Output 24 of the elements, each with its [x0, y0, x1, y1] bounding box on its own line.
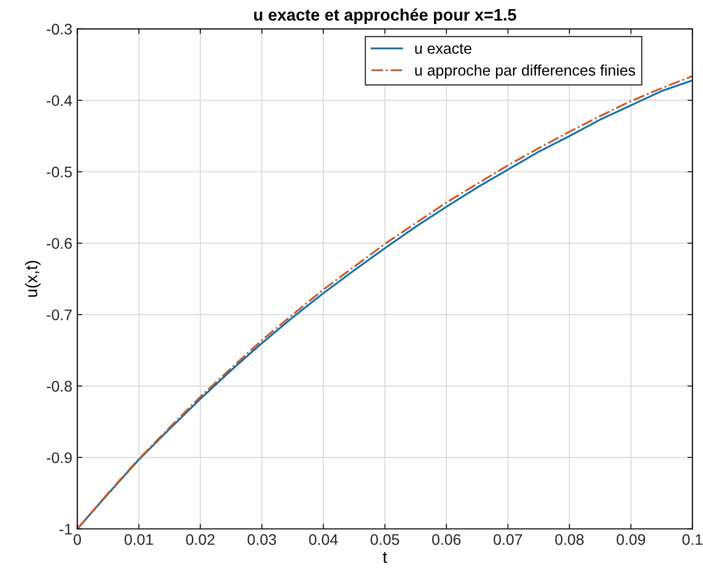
x-tick-label: 0 — [74, 534, 81, 545]
x-tick-label: 0.03 — [248, 534, 276, 545]
y-tick-label: -0.7 — [46, 309, 72, 320]
x-tick-label: 0.07 — [494, 534, 522, 545]
legend-label: u exacte — [415, 44, 472, 54]
y-tick-label: -0.9 — [46, 452, 72, 464]
y-tick-label: -0.5 — [46, 166, 72, 178]
x-tick-label: 0.05 — [370, 534, 400, 545]
x-tick-label: 0.04 — [309, 534, 338, 545]
chart-title: u exacte et approchée pour x=1.5 — [254, 8, 516, 24]
y-tick-label: -0.3 — [46, 24, 72, 35]
x-tick-label: 0.1 — [682, 534, 702, 545]
y-axis-title: u(x,t) — [25, 260, 41, 297]
legend-label: u approche par differences finies — [415, 64, 636, 79]
y-tick-label: -0.6 — [46, 238, 72, 249]
y-tick-label: -0.8 — [46, 380, 72, 392]
x-tick-label: 0.01 — [124, 534, 153, 545]
x-tick-label: 0.08 — [555, 534, 584, 545]
x-tick-label: 0.06 — [432, 534, 461, 545]
x-tick-label: 0.09 — [616, 534, 646, 545]
y-tick-label: -1 — [60, 524, 72, 534]
y-tick-label: -0.4 — [46, 95, 72, 106]
x-tick-label: 0.02 — [186, 534, 214, 545]
x-axis-title: t — [382, 552, 388, 563]
